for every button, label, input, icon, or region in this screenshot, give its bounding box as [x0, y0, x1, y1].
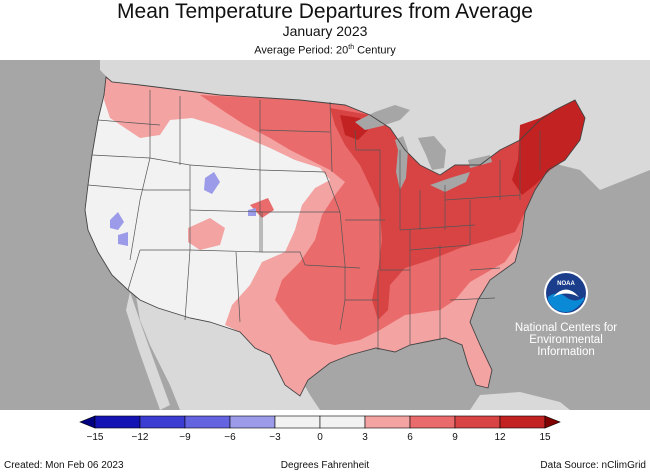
- legend-tick-label: 0: [317, 432, 323, 443]
- colorbar-bin: [229, 415, 276, 429]
- anomaly-pocket-neg: [110, 212, 124, 230]
- legend-tick-label: −9: [179, 432, 191, 443]
- colorbar-bin: [94, 415, 141, 429]
- legend-colorbar: [79, 415, 561, 429]
- colorbar-bin: [499, 415, 546, 429]
- ncei-label: National Centers for Environmental Infor…: [505, 322, 627, 358]
- logo-text: NOAA: [557, 281, 575, 287]
- lake-superior: [355, 105, 410, 130]
- noaa-logo: NOAA: [544, 271, 588, 315]
- colorbar-bin: [364, 415, 411, 429]
- average-period: Average Period: 20th Century: [254, 44, 396, 57]
- legend-tick-label: −15: [86, 432, 104, 443]
- temperature-map: [0, 60, 650, 410]
- colorbar-bin: [319, 415, 366, 429]
- colorbar-bin: [184, 415, 231, 429]
- colorbar-bin: [454, 415, 501, 429]
- colorbar-high-arrow: [544, 415, 561, 429]
- map-svg: [0, 60, 650, 410]
- colorbar-low-arrow: [79, 415, 96, 429]
- legend-tick-label: −12: [131, 432, 149, 443]
- colorbar-svg: [79, 415, 561, 429]
- anomaly-pocket-3-6: [188, 218, 225, 250]
- baja-land: [126, 292, 170, 410]
- conus-outline: [84, 76, 586, 397]
- colorbar-bin: [274, 415, 321, 429]
- created-date: Created: Mon Feb 06 2023: [4, 460, 124, 471]
- legend-tick-label: 15: [539, 432, 551, 443]
- anomaly-pocket-6-9: [250, 198, 274, 218]
- logo-bird: [553, 289, 579, 297]
- data-source: Data Source: nClimGrid: [540, 460, 646, 471]
- mexico-land: [135, 290, 320, 410]
- canada-land: [100, 60, 650, 190]
- lake-huron: [418, 136, 446, 170]
- anomaly-pocket-neg: [118, 232, 128, 246]
- legend-tick-label: 9: [452, 432, 458, 443]
- legend-tick-label: 3: [362, 432, 368, 443]
- state-boundaries: [87, 90, 541, 350]
- lake-erie: [430, 172, 470, 192]
- logo-wave: [548, 293, 584, 312]
- cuba-land: [470, 392, 570, 410]
- colorbar-bin: [139, 415, 186, 429]
- map-title: Mean Temperature Departures from Average: [117, 0, 533, 23]
- anomaly-zone-12-15: [512, 100, 585, 195]
- colorbar-bin: [409, 415, 456, 429]
- legend-tick-label: −3: [269, 432, 281, 443]
- legend-tick-label: 12: [494, 432, 506, 443]
- ncei-line: Information: [537, 346, 595, 358]
- ncei-line: National Centers for: [514, 322, 618, 334]
- legend-tick-label: 6: [407, 432, 413, 443]
- legend-unit-label: Degrees Fahrenheit: [280, 460, 370, 471]
- anomaly-pocket-neg: [204, 172, 220, 194]
- ncei-line: Environmental: [529, 334, 603, 346]
- legend-ticks: −15 −12 −9 −6 −3 0 3 6 9 12 15: [0, 432, 650, 446]
- map-subtitle: January 2023: [282, 23, 368, 39]
- legend-tick-label: −6: [224, 432, 236, 443]
